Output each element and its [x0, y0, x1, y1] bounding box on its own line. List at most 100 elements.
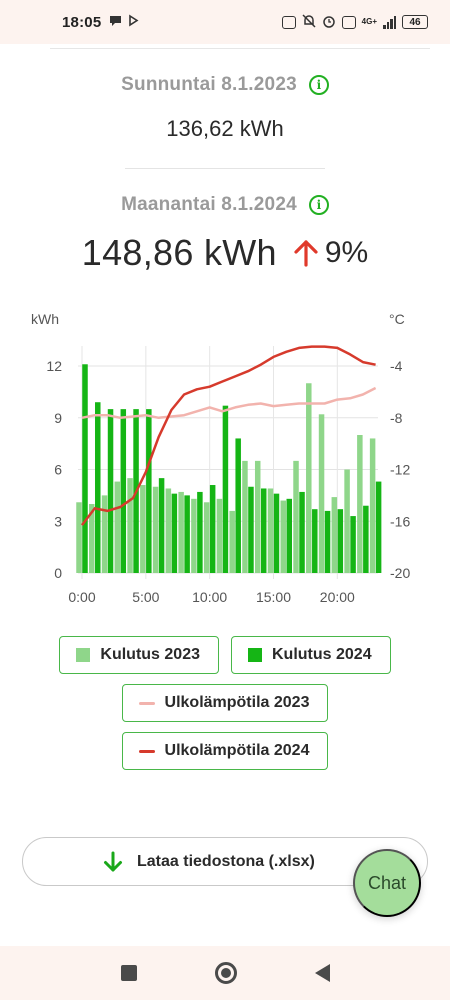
previous-day-block: Sunnuntai 8.1.2023 i 136,62 kWh: [0, 74, 450, 142]
line-ulkolampotila-2024: [81, 345, 376, 526]
bar-kulutus-2024: [184, 495, 190, 573]
bar-kulutus-2023: [152, 486, 159, 573]
bar-kulutus-2024: [222, 405, 229, 573]
status-notification-icons: [109, 14, 139, 30]
status-time: 18:05: [62, 13, 102, 31]
y-tick-label: 12: [46, 358, 62, 374]
bar-kulutus-2024: [171, 493, 178, 573]
bar-kulutus-2024: [235, 438, 241, 573]
bar-kulutus-2024: [209, 485, 216, 573]
legend-label: Kulutus 2023: [100, 646, 200, 663]
x-tick-label: 5:00: [132, 589, 159, 605]
previous-date-label: Sunnuntai 8.1.2023: [121, 74, 297, 95]
y2-tick-label: -4: [390, 358, 403, 374]
back-icon[interactable]: [314, 964, 330, 982]
legend-swatch: [138, 749, 155, 753]
legend-ulkolampotila-2024[interactable]: Ulkolämpötila 2024: [121, 732, 329, 770]
bar-kulutus-2023: [191, 498, 197, 573]
y2-tick-label: -8: [390, 410, 403, 426]
bar-kulutus-2023: [76, 502, 82, 573]
bar-kulutus-2024: [299, 491, 305, 573]
legend-swatch: [76, 648, 91, 662]
bar-kulutus-2023: [293, 460, 299, 573]
chart-svg: kWh °C 0 3 6 9 12 -20 -16 -12 -8 -4 0:00 5:00 10:00 1…: [31, 311, 410, 605]
y-tick-label: 0: [54, 565, 62, 581]
chart-legend: Kulutus 2023 Kulutus 2024 Ulkolämpötila …: [0, 636, 450, 780]
bar-kulutus-2023: [306, 383, 312, 573]
current-day-block: Maanantai 8.1.2024 i 148,86 kWh 9%: [0, 194, 450, 274]
bar-kulutus-2023: [216, 498, 223, 573]
legend-label: Ulkolämpötila 2024: [164, 742, 310, 759]
nfc-icon: [281, 15, 296, 29]
bar-kulutus-2024: [337, 509, 344, 573]
series-lines: [81, 345, 377, 526]
legend-kulutus-2023[interactable]: Kulutus 2023: [59, 636, 219, 674]
line-ulkolampotila-2023: [81, 386, 377, 420]
bar-kulutus-2023: [357, 435, 363, 573]
y2-axis-label: °C: [389, 311, 405, 327]
x-tick-label: 20:00: [320, 589, 355, 605]
bar-kulutus-2024: [197, 491, 203, 573]
download-label: Lataa tiedostona (.xlsx): [137, 852, 315, 870]
chat-button[interactable]: Chat: [353, 849, 421, 917]
bar-kulutus-2024: [363, 505, 369, 573]
bar-kulutus-2024: [375, 481, 382, 573]
y-tick-label: 6: [54, 462, 62, 478]
current-date-label: Maanantai 8.1.2024: [121, 194, 297, 215]
legend-kulutus-2024[interactable]: Kulutus 2024: [231, 636, 391, 674]
x-tick-label: 0:00: [68, 589, 95, 605]
info-icon[interactable]: i: [308, 75, 329, 95]
top-divider: [50, 48, 430, 49]
x-tick-label: 15:00: [256, 589, 291, 605]
bar-kulutus-2024: [120, 409, 127, 573]
legend-swatch: [138, 701, 155, 705]
bar-kulutus-2024: [82, 364, 88, 573]
legend-ulkolampotila-2023[interactable]: Ulkolämpötila 2023: [121, 684, 329, 722]
home-icon[interactable]: [214, 962, 237, 984]
info-icon[interactable]: i: [308, 195, 329, 215]
bar-kulutus-2023: [229, 510, 235, 573]
bar-kulutus-2024: [248, 486, 254, 573]
previous-kwh-value: 136,62 kWh: [166, 116, 284, 141]
recents-icon[interactable]: [120, 965, 137, 981]
bar-kulutus-2023: [242, 460, 248, 573]
legend-label: Kulutus 2024: [272, 646, 372, 663]
axis-ticks: 0 3 6 9 12 -20 -16 -12 -8 -4 0:00 5:00 10:00 15:00 20:…: [46, 358, 410, 605]
legend-swatch: [248, 648, 262, 662]
y2-tick-label: -16: [390, 513, 410, 529]
bar-kulutus-2024: [260, 488, 267, 573]
bar-kulutus-2024: [273, 493, 280, 573]
volte-icon: [341, 15, 356, 29]
change-indicator: 9%: [293, 236, 368, 270]
y-tick-label: 9: [54, 410, 62, 426]
bar-kulutus-2023: [101, 495, 108, 573]
system-nav-bar: [0, 946, 450, 1000]
legend-label: Ulkolämpötila 2023: [164, 694, 310, 711]
y-tick-label: 3: [54, 513, 62, 529]
bar-kulutus-2023: [165, 488, 172, 573]
current-kwh-value: 148,86 kWh: [81, 232, 277, 273]
section-divider: [125, 168, 325, 169]
bar-kulutus-2023: [178, 491, 184, 573]
bar-kulutus-2023: [254, 460, 261, 573]
bar-kulutus-2023: [280, 500, 287, 573]
network-type: 4G+: [361, 17, 377, 26]
bar-kulutus-2023: [331, 497, 338, 573]
arrow-up-icon: [294, 240, 318, 267]
bar-kulutus-2024: [312, 509, 318, 573]
bar-kulutus-2024: [350, 516, 356, 573]
bar-kulutus-2023: [114, 481, 121, 573]
status-system-icons: 4G+ 46: [281, 13, 428, 31]
bar-kulutus-2023: [127, 478, 133, 573]
download-icon: [104, 851, 122, 871]
silent-icon: [302, 13, 316, 31]
alarm-icon: [322, 14, 336, 31]
change-percent: 9%: [324, 236, 369, 269]
bar-kulutus-2023: [203, 502, 210, 573]
y2-tick-label: -20: [390, 565, 410, 581]
bar-kulutus-2023: [344, 469, 350, 573]
bar-kulutus-2023: [89, 504, 95, 573]
series-bars-2023: [76, 383, 376, 573]
bar-kulutus-2024: [324, 510, 331, 573]
x-tick-label: 10:00: [192, 589, 227, 605]
